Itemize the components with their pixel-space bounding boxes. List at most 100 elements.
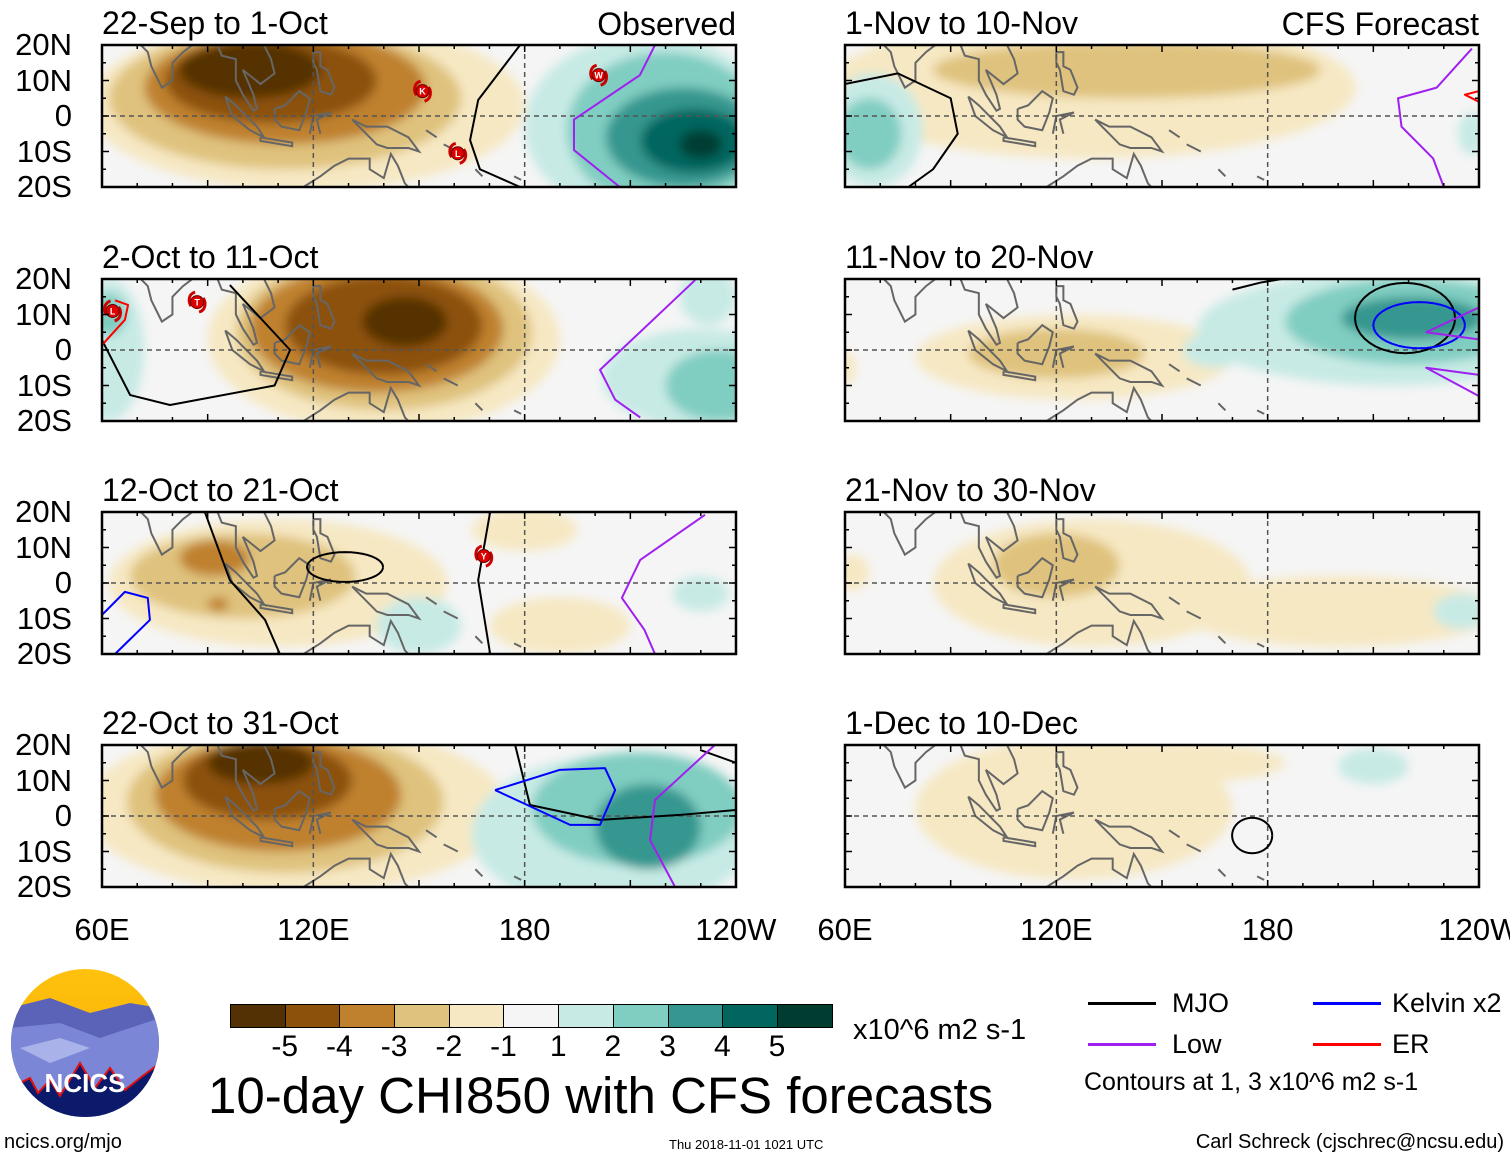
observed-label: Observed	[597, 6, 736, 42]
legend-low-label: Low	[1172, 1029, 1222, 1059]
coastline	[308, 111, 332, 134]
kelvin-contour	[102, 590, 151, 654]
coastline	[1217, 635, 1227, 645]
coastline	[301, 851, 410, 887]
lat-label: 10N	[15, 296, 72, 332]
coastline	[259, 136, 294, 148]
coastline	[259, 370, 294, 382]
anomaly-region	[130, 533, 356, 619]
lat-label: 0	[54, 98, 72, 133]
anomaly-region	[679, 279, 736, 326]
coastline	[273, 323, 311, 366]
low-contour	[1396, 47, 1473, 187]
lat-label: 20S	[16, 169, 72, 204]
colorbar-label: -3	[380, 1030, 408, 1063]
lat-label: 10N	[15, 62, 72, 98]
panel-title: 22-Oct to 31-Oct	[102, 705, 339, 741]
anomaly-region	[992, 533, 1120, 598]
lat-label: 10S	[16, 367, 72, 403]
tropical-cyclone-icon: L	[103, 299, 122, 323]
lat-label: 20S	[16, 403, 72, 438]
coastline	[312, 285, 336, 330]
figure-title: 10-day CHI850 with CFS forecasts	[208, 1067, 994, 1124]
colorbar-label: -4	[326, 1030, 353, 1063]
coastline	[1094, 118, 1165, 154]
coastline	[139, 279, 276, 346]
colorbar-label: -5	[271, 1030, 299, 1063]
coastline	[513, 875, 522, 881]
coastline	[1094, 818, 1165, 854]
mjo-contour	[102, 284, 292, 407]
coastline	[1055, 751, 1079, 796]
anomaly-region	[845, 98, 902, 170]
coastline	[1016, 789, 1054, 832]
coastline	[1186, 377, 1202, 387]
coastline	[1002, 603, 1037, 615]
low-contour	[1425, 306, 1479, 341]
map-panel: K L W	[100, 43, 738, 189]
low-contour	[620, 514, 706, 654]
coastline	[513, 175, 522, 181]
ncics-logo: NCICS	[11, 969, 159, 1117]
lat-label: 0	[54, 798, 72, 833]
coastline	[259, 836, 294, 848]
low-contour	[649, 745, 716, 887]
colorbar-swatch	[613, 1005, 669, 1027]
coastline	[513, 642, 522, 648]
tropical-cyclone-icon: W	[589, 63, 609, 87]
colorbar	[230, 1004, 833, 1028]
coastline	[425, 363, 438, 373]
coastline	[443, 610, 459, 620]
coastline	[301, 385, 410, 421]
storm-name: L	[455, 149, 461, 159]
anomaly-region	[665, 350, 736, 421]
lat-label: 10N	[15, 529, 72, 565]
colorbar-swatch	[559, 1005, 614, 1027]
coastline	[1044, 385, 1153, 421]
coastline	[351, 818, 422, 854]
lon-label: 120W	[1438, 912, 1510, 947]
colorbar-label: 4	[713, 1030, 731, 1063]
anomaly-region	[179, 45, 321, 99]
coastline	[1256, 875, 1265, 881]
storm-name: T	[194, 298, 200, 308]
coastline	[1002, 136, 1037, 148]
low-contour	[599, 279, 696, 419]
lon-label: 60E	[817, 912, 873, 947]
lat-label: 20N	[15, 261, 72, 296]
map-panel	[843, 277, 1481, 423]
tropical-cyclone-icon: L	[448, 141, 468, 165]
coastline	[1186, 843, 1202, 853]
legend-mjo-label: MJO	[1172, 988, 1229, 1018]
anomaly-region	[595, 784, 701, 870]
coastline	[1217, 402, 1227, 412]
lat-label: 0	[54, 332, 72, 367]
low-contour	[1425, 366, 1479, 398]
footer-url[interactable]: ncics.org/mjo	[4, 1131, 122, 1153]
panel-title: 11-Nov to 20-Nov	[845, 239, 1094, 275]
forecast-label: CFS Forecast	[1281, 6, 1479, 42]
coastline	[1168, 129, 1181, 139]
anomaly-region	[362, 296, 448, 347]
kelvin-contour	[494, 767, 617, 826]
anomaly-region	[1179, 575, 1479, 647]
er-contour	[102, 299, 130, 346]
coastline	[1044, 151, 1153, 187]
coastline	[139, 745, 276, 812]
mjo-contour	[514, 745, 736, 821]
coastline	[474, 868, 484, 878]
coastline	[474, 168, 484, 178]
coastline	[139, 45, 276, 112]
coastline	[1217, 168, 1227, 178]
coastline	[1094, 585, 1165, 621]
colorbar-swatch	[449, 1005, 505, 1027]
lon-label: 120W	[695, 912, 777, 947]
er-contour	[1463, 90, 1479, 103]
anomaly-region	[1338, 748, 1409, 785]
coastline	[425, 829, 438, 839]
coastline	[308, 811, 332, 834]
coastline	[882, 45, 1019, 112]
legend-mjo-line	[1088, 1002, 1156, 1005]
coastline	[308, 578, 332, 601]
lat-label: 10S	[16, 133, 72, 169]
